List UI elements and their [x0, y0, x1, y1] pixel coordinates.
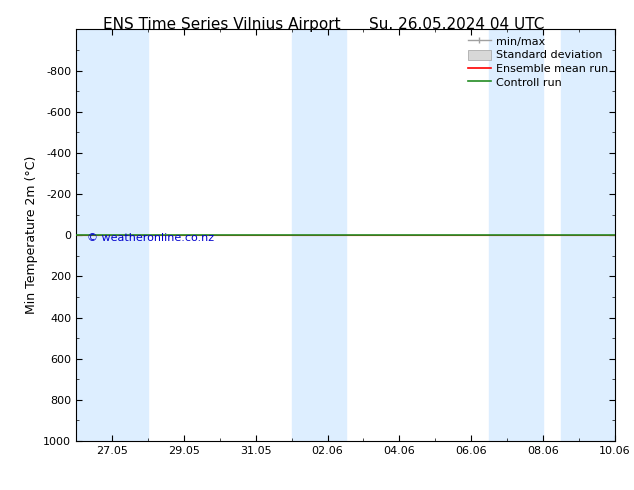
Y-axis label: Min Temperature 2m (°C): Min Temperature 2m (°C) — [25, 156, 37, 315]
Bar — [76, 29, 148, 441]
Text: ENS Time Series Vilnius Airport: ENS Time Series Vilnius Airport — [103, 17, 340, 32]
Legend: min/max, Standard deviation, Ensemble mean run, Controll run: min/max, Standard deviation, Ensemble me… — [465, 33, 612, 91]
Text: Su. 26.05.2024 04 UTC: Su. 26.05.2024 04 UTC — [369, 17, 544, 32]
Bar — [489, 29, 543, 441]
Text: © weatheronline.co.nz: © weatheronline.co.nz — [87, 233, 214, 243]
Bar — [292, 29, 346, 441]
Bar — [561, 29, 615, 441]
